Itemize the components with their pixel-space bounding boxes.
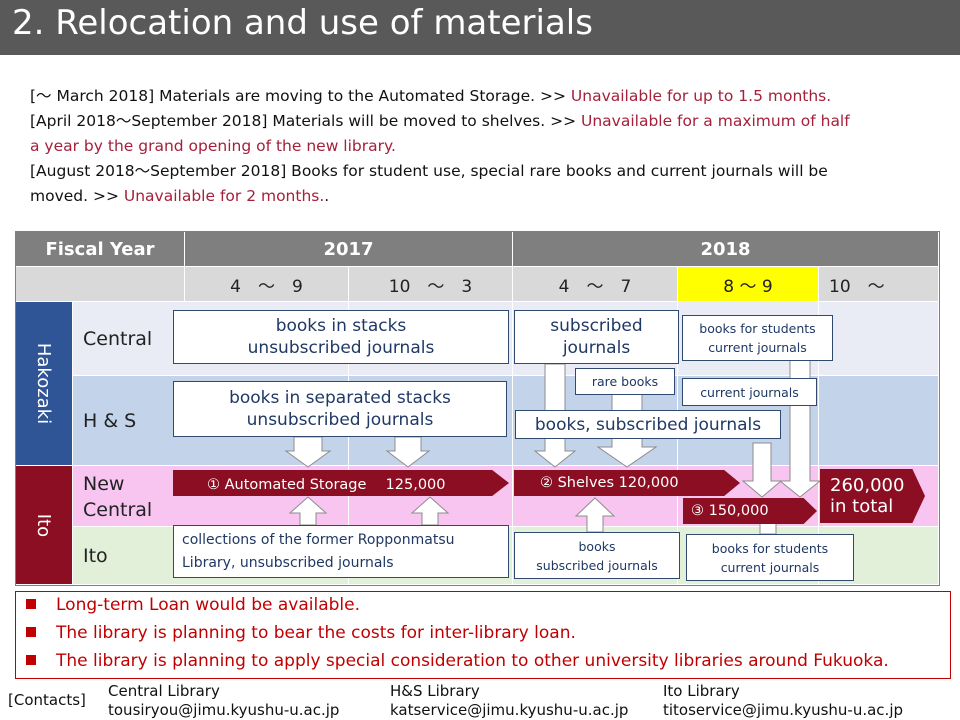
row-label-central-2: Central — [83, 498, 153, 521]
intro-line-2: [April 2018〜September 2018] Materials wi… — [30, 109, 930, 133]
box-ropponmatsu: collections of the former Ropponmatsu Li… — [173, 525, 509, 578]
intro-line-1-text: [〜 March 2018] Materials are moving to t… — [30, 87, 571, 105]
square-bullet-icon — [26, 599, 36, 609]
contact-central-name: Central Library — [108, 682, 220, 700]
note-item: The library is planning to apply special… — [26, 651, 889, 671]
intro-line-1: [〜 March 2018] Materials are moving to t… — [30, 84, 930, 108]
contact-central: Central Library tousiryou@jimu.kyushu-u.… — [108, 682, 339, 720]
arrow-down-icon — [385, 436, 431, 468]
notes-box: Long-term Loan would be available. The l… — [15, 591, 951, 679]
arrow-down-icon — [741, 442, 783, 498]
intro-line-4: [August 2018〜September 2018] Books for s… — [30, 162, 828, 180]
column-divider — [512, 302, 513, 585]
column-divider — [677, 302, 678, 585]
intro-line-2-text: [April 2018〜September 2018] Materials wi… — [30, 112, 581, 130]
box-ito-books-line-2: subscribed journals — [536, 557, 658, 573]
box-ito-books-line-1: books — [578, 538, 616, 554]
box-current-journals: current journals — [682, 378, 817, 406]
page-title: 2. Relocation and use of materials — [12, 3, 593, 43]
arrow-up-icon — [574, 497, 616, 533]
square-bullet-icon — [26, 627, 36, 637]
ribbon-shelves: ② Shelves 120,000 — [514, 470, 740, 496]
period-2018-1: 4 ～ 7 — [513, 267, 678, 302]
note-text: The library is planning to apply special… — [56, 651, 889, 671]
period-2018-3: 10 ～ — [819, 267, 939, 302]
arrow-down-icon — [284, 436, 332, 468]
box-ropponmatsu-line-1: collections of the former Ropponmatsu — [182, 531, 455, 548]
row-label-hs: H & S — [83, 410, 137, 432]
year-2018-header: 2018 — [513, 232, 939, 267]
intro-line-5-text: moved. >> — [30, 187, 124, 205]
box-students-line-2: current journals — [708, 340, 807, 355]
campus-ito: Ito — [16, 466, 73, 585]
row-label-new-central: New Central — [73, 466, 185, 527]
box-students-line-1: books for students — [699, 321, 816, 336]
note-item: Long-term Loan would be available. — [26, 595, 360, 615]
box-rare-books: rare books — [575, 368, 675, 395]
box-ito-students-line-1: books for students — [711, 540, 829, 556]
note-text: The library is planning to bear the cost… — [56, 623, 576, 643]
intro-line-3: a year by the grand opening of the new l… — [30, 137, 396, 155]
intro-line-5-suffix: . — [324, 187, 330, 205]
contact-ito: Ito Library titoservice@jimu.kyushu-u.ac… — [663, 682, 903, 720]
note-item: The library is planning to bear the cost… — [26, 623, 576, 643]
campus-hakozaki: Hakozaki — [16, 302, 73, 466]
contact-central-email[interactable]: tousiryou@jimu.kyushu-u.ac.jp — [108, 701, 340, 719]
year-2017-header: 2017 — [185, 232, 513, 267]
intro-line-2-red: Unavailable for a maximum of half — [581, 112, 850, 130]
total-count: 260,000 — [830, 475, 905, 496]
box-subscribed-journals: subscribed journals — [514, 310, 679, 364]
arrow-up-icon — [288, 496, 328, 526]
intro-line-1-red: Unavailable for up to 1.5 months. — [570, 87, 832, 105]
contact-ito-name: Ito Library — [663, 682, 740, 700]
box-books-in-stacks: books in stacks unsubscribed journals — [173, 310, 509, 364]
period-blank — [16, 267, 185, 302]
column-divider — [348, 302, 349, 585]
intro-line-5-red: Unavailable for 2 months. — [123, 187, 325, 205]
box-students-hakozaki: books for students current journals — [682, 315, 833, 361]
period-2017-2: 10 ～ 3 — [349, 267, 513, 302]
ribbon-third: ③ 150,000 — [683, 498, 817, 524]
box-subscribed-line-1: subscribed — [550, 316, 643, 336]
box-sep-line-2: unsubscribed journals — [246, 410, 434, 430]
row-label-central: Central — [83, 328, 153, 350]
contact-hs: H&S Library katservice@jimu.kyushu-u.ac.… — [390, 682, 628, 720]
row-label-ito: Ito — [83, 545, 108, 567]
box-stacks-line-2: unsubscribed journals — [247, 338, 435, 358]
period-2018-2: 8 ～ 9 — [678, 267, 819, 302]
contacts-label: [Contacts] — [8, 691, 86, 709]
square-bullet-icon — [26, 655, 36, 665]
total-label: in total — [830, 496, 894, 517]
box-sep-line-1: books in separated stacks — [229, 388, 451, 408]
title-bar — [0, 0, 960, 55]
period-2017-1: 4 ～ 9 — [185, 267, 349, 302]
column-divider — [818, 302, 819, 585]
arrow-up-icon — [410, 496, 450, 526]
contact-hs-name: H&S Library — [390, 682, 480, 700]
contact-hs-email[interactable]: katservice@jimu.kyushu-u.ac.jp — [390, 701, 629, 719]
fiscal-year-header: Fiscal Year — [16, 232, 185, 267]
contact-ito-email[interactable]: titoservice@jimu.kyushu-u.ac.jp — [663, 701, 904, 719]
box-ito-students-line-2: current journals — [720, 559, 820, 575]
box-ito-books: books subscribed journals — [514, 532, 680, 579]
box-books-subscribed: books, subscribed journals — [515, 410, 781, 439]
ribbon-automated-storage: ① Automated Storage 125,000 — [173, 470, 509, 496]
box-ropponmatsu-line-2: Library, unsubscribed journals — [182, 554, 394, 571]
ribbon-total: 260,000 in total — [820, 469, 925, 523]
box-stacks-line-1: books in stacks — [275, 316, 407, 336]
row-label-new: New — [83, 472, 125, 495]
intro-line-5: moved. >> Unavailable for 2 months.. — [30, 184, 930, 208]
note-text: Long-term Loan would be available. — [56, 595, 361, 615]
box-subscribed-line-2: journals — [562, 338, 631, 358]
box-ito-students: books for students current journals — [686, 534, 854, 581]
box-separated-stacks: books in separated stacks unsubscribed j… — [173, 381, 507, 437]
